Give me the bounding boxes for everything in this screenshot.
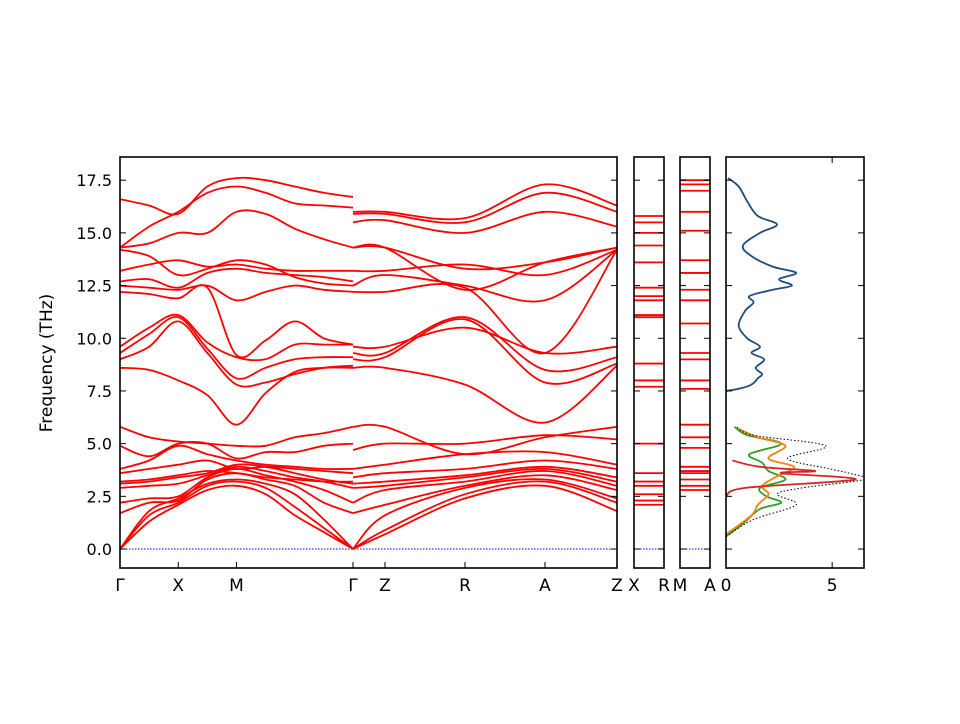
phonon-band: [120, 185, 354, 249]
phonon-band: [352, 480, 617, 550]
phonon-band: [352, 474, 617, 515]
g-ma-frame: [679, 156, 711, 569]
g-xr-frame: [633, 156, 665, 569]
phonon-band: [120, 480, 354, 550]
y-tick-label: 2.5: [87, 487, 112, 506]
phonon-band: [352, 467, 617, 489]
phonon-band: [120, 459, 354, 475]
dos-series: [726, 426, 864, 537]
phonon-band: [352, 318, 617, 385]
phonon-band: [352, 326, 617, 355]
phonon-band: [120, 284, 354, 302]
phonon-band: [352, 423, 617, 456]
phonon-band: [352, 484, 617, 550]
x-tick-label: R: [459, 576, 471, 596]
phonon-band: [352, 191, 617, 224]
x-tick-label: Z: [611, 576, 623, 596]
y-tick-label: 12.5: [76, 277, 112, 296]
y-tick-label: 17.5: [76, 171, 112, 190]
phonon-band: [352, 248, 617, 277]
y-tick-label: 5.0: [87, 435, 112, 454]
phonon-band: [120, 316, 354, 380]
phonon-band: [120, 478, 354, 550]
x-tick-label: M: [673, 576, 688, 596]
phonon-band: [352, 210, 617, 234]
phonon-band: [120, 259, 353, 272]
x-tick-label: X: [628, 576, 640, 596]
x-tick-label: Γ: [115, 576, 125, 596]
x-tick-label: M: [229, 576, 244, 596]
phonon-band: [352, 364, 617, 424]
x-tick-label: A: [539, 576, 551, 596]
phonon-band: [120, 425, 354, 448]
phonon-band: [120, 366, 354, 426]
dos-x-tick-label: 0: [721, 576, 732, 596]
x-tick-label: Γ: [348, 576, 358, 596]
dos-series: [726, 459, 857, 498]
phonon-band: [120, 176, 354, 216]
dos-curves: [726, 177, 864, 538]
phonon-band: [120, 320, 354, 388]
phonon-band: [120, 284, 354, 359]
phonon-band: [120, 441, 354, 460]
dos-x-tick-label: 5: [827, 576, 838, 596]
phonon-band: [120, 248, 354, 287]
phonon-band: [352, 245, 617, 271]
phonon-band: [352, 316, 617, 373]
phonon-band: [352, 470, 617, 504]
dos-series: [726, 428, 795, 536]
phonon-band: [352, 249, 617, 355]
phonon-band: [120, 267, 354, 289]
phonon-band: [352, 459, 617, 479]
x-tick-label: X: [172, 576, 184, 596]
phonon-band: [120, 209, 354, 249]
phonon-band: [120, 470, 354, 483]
main-panel-frame: [119, 156, 618, 569]
dos-series: [726, 177, 798, 392]
y-tick-label: 15.0: [76, 224, 112, 243]
y-axis-label: Frequency (THz): [37, 294, 57, 433]
dos-series: [726, 426, 787, 538]
y-tick-label: 0.0: [87, 540, 112, 559]
phonon-band: [352, 434, 617, 451]
phonon-band: [352, 465, 617, 485]
band-lines: [120, 176, 617, 550]
y-tick-label: 10.0: [76, 329, 112, 348]
phonon-band: [120, 313, 353, 362]
phonon-band: [352, 478, 617, 550]
phonon-band: [352, 183, 617, 221]
phonon-band: [120, 444, 354, 470]
panel-main: 0.0 2.5 5.0 7.5 10.0 12.5 15.0 17.5 Γ X M Γ Z R A Z: [76, 156, 623, 596]
x-tick-label: A: [704, 576, 716, 596]
phonon-band: [352, 243, 617, 291]
phonon-band: [352, 248, 617, 303]
y-tick-label: 7.5: [87, 382, 112, 401]
phonon-band: [120, 484, 354, 550]
phonon-band: [120, 463, 354, 485]
x-tick-label: R: [658, 576, 670, 596]
x-tick-label: Z: [379, 576, 391, 596]
dos-panel-frame: [725, 156, 865, 569]
